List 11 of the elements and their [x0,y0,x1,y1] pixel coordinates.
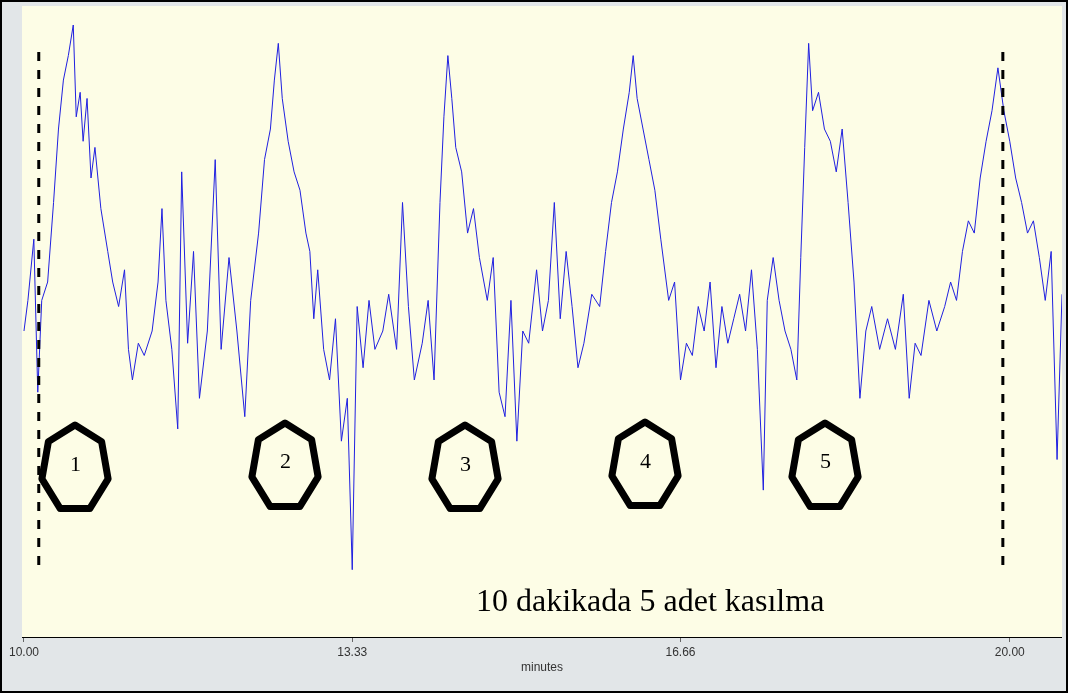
x-tick-label: 16.66 [665,645,696,660]
x-tick-label: 10.00 [8,645,40,660]
annotation: 5 [820,448,831,473]
annotation: 4 [640,448,651,473]
annotation: 3 [460,451,471,476]
x-tick-label: 13.33 [337,645,368,660]
annotation: 1 [70,451,81,476]
annotation: 10 dakikada 5 adet kasılma [476,582,825,618]
x-tick-label: 20.00 [994,645,1026,660]
annotation: 2 [280,448,291,473]
x-axis-title: minutes [520,660,564,675]
